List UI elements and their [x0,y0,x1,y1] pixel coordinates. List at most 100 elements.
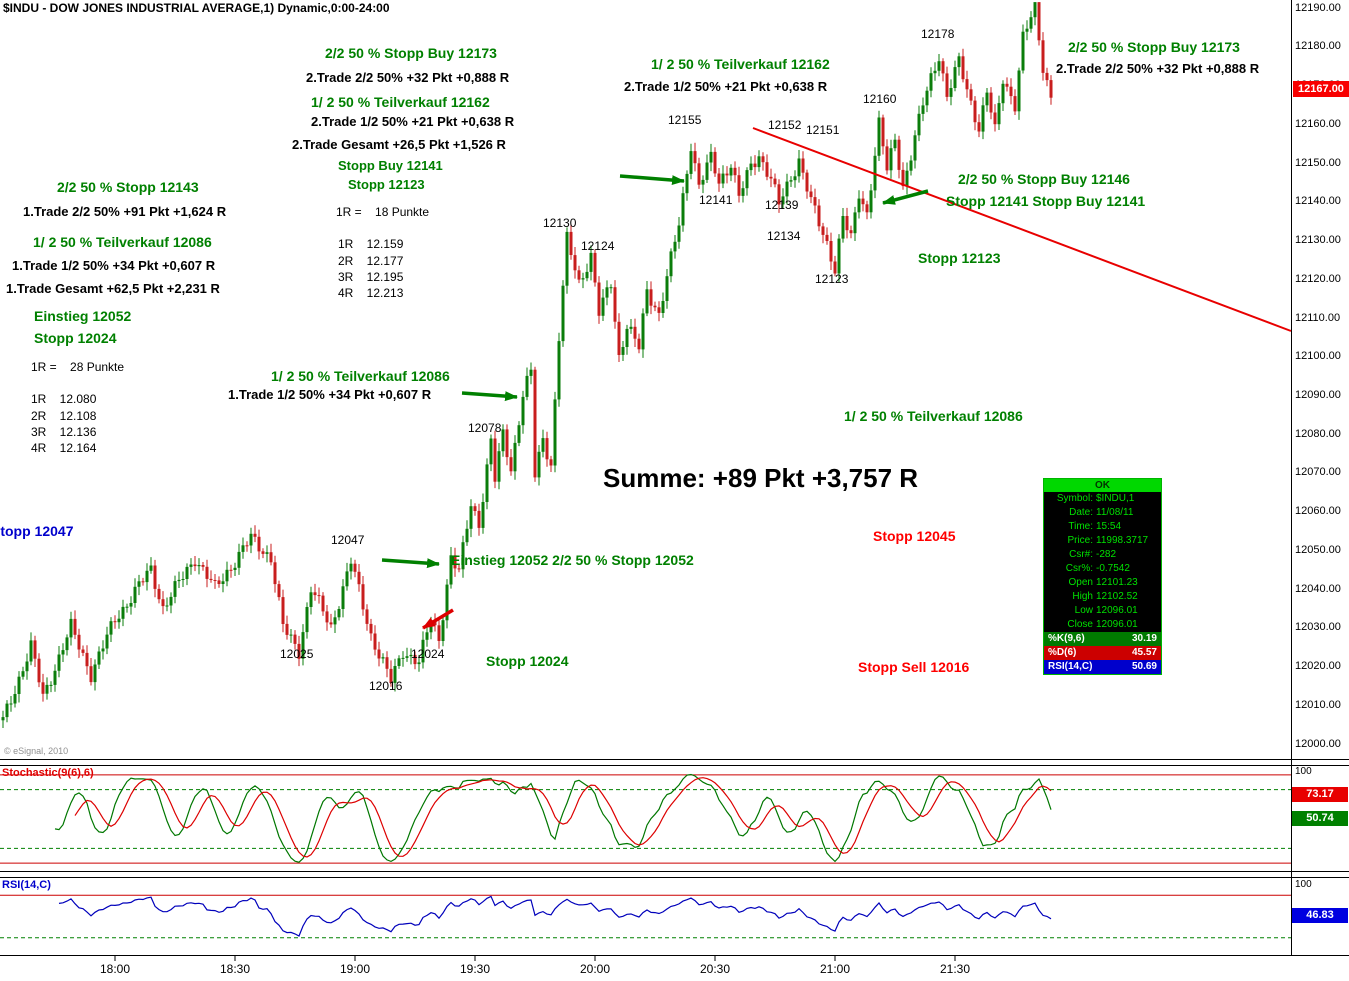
chart-annotation: 2.Trade 1/2 50% +21 Pkt +0,638 R [311,114,515,129]
chart-annotation: 1.Trade 2/2 50% +91 Pkt +1,624 R [23,204,227,219]
price-tick-label: 12030.00 [1295,621,1341,634]
chart-annotation: Stopp Sell 12016 [858,659,970,675]
chart-annotation: 2.Trade 1/2 50% +21 Pkt +0,638 R [624,79,828,94]
stochastic-scale-top: 100 [1295,766,1312,777]
chart-annotation: 1.Trade Gesamt +62,5 Pkt +2,231 R [6,281,220,296]
price-tick-label: 12010.00 [1295,698,1341,711]
chart-annotation: Stopp 12045 [873,528,956,544]
price-tick-label: 12150.00 [1295,156,1341,169]
chart-annotation: 1.Trade 1/2 50% +34 Pkt +0,607 R [228,387,432,402]
chart-annotation: 1/ 2 50 % Teilverkauf 12086 [33,234,212,250]
chart-annotation: 12141 [699,193,733,207]
time-tick-label: 18:30 [219,962,251,976]
rsi-scale-top: 100 [1295,879,1312,890]
chart-annotation: 12123 [815,272,849,286]
price-tick-label: 12050.00 [1295,543,1341,556]
rsi-value-badge: 46.83 [1292,908,1348,923]
data-window-row: Symbol: $INDU,1 [1056,493,1135,504]
price-tick-label: 12020.00 [1295,660,1341,673]
chart-annotation: 4R 12.164 [31,441,97,455]
data-window-indicator-row: RSI(14,C) 50.69 [1044,660,1161,674]
time-tick-label: 21:00 [819,962,851,976]
chart-annotation: 12178 [921,27,955,41]
chart-annotation: 12155 [668,113,702,127]
chart-annotation: 1.Trade 1/2 50% +34 Pkt +0,607 R [12,258,216,273]
chart-annotation: 2.Trade 2/2 50% +32 Pkt +0,888 R [1056,61,1260,76]
chart-annotation: 2/2 50 % Stopp Buy 12173 [1068,39,1240,55]
price-tick-label: 12140.00 [1295,195,1341,208]
price-tick-label: 12190.00 [1295,1,1341,14]
chart-annotation: Stopp 12141 Stopp Buy 12141 [946,193,1146,209]
price-tick-label: 12000.00 [1295,737,1341,750]
chart-annotation: 12016 [369,679,403,693]
chart-annotation: 2R 12.177 [338,254,404,268]
time-tick-label: 20:00 [579,962,611,976]
data-window-row: Price: 11998.3717 [1067,535,1149,546]
chart-annotation: 12139 [765,198,799,212]
chart-annotation: 12130 [543,216,577,230]
chart-annotation: 3R 12.195 [338,270,404,284]
data-window-row: Date: 11/08/11 [1069,507,1134,518]
chart-annotation: 2/2 50 % Stopp Buy 12146 [958,171,1130,187]
chart-annotation: 1/ 2 50 % Teilverkauf 12162 [311,94,490,110]
chart-annotation: 2R 12.108 [31,409,97,423]
data-window-row: Low 12096.01 [1074,605,1138,616]
stochastic-d-badge: 73.17 [1292,787,1348,802]
chart-annotation: Stopp 12024 [34,330,117,346]
chart-annotation: Stopp 12123 [348,177,425,192]
chart-annotation: 2.Trade Gesamt +26,5 Pkt +1,526 R [292,137,506,152]
time-tick-label: 20:30 [699,962,731,976]
chart-annotation: 1R 12.159 [338,237,404,251]
data-window-row: Time: 15:54 [1068,521,1122,532]
chart-annotation: 12047 [331,533,365,547]
chart-annotation: 1R 12.080 [31,392,97,406]
chart-title: $INDU - DOW JONES INDUSTRIAL AVERAGE,1) … [3,1,390,15]
chart-annotation: 12134 [767,229,801,243]
data-window-title[interactable]: OK [1044,479,1161,492]
chart-annotation: Summe: +89 Pkt +3,757 R [603,463,919,493]
chart-annotation: Einstieg 12052 2/2 50 % Stopp 12052 [451,552,694,568]
copyright-label: © eSignal, 2010 [4,746,69,756]
price-tick-label: 12120.00 [1295,272,1341,285]
time-tick-label: 19:00 [339,962,371,976]
chart-annotation: 12024 [411,647,445,661]
data-window-indicator-row: %D(6) 45.57 [1044,646,1161,660]
stochastic-label: Stochastic(9(6),6) [2,767,94,779]
time-tick-label: 19:30 [459,962,491,976]
chart-annotation: 12152 [768,118,802,132]
chart-annotation: 4R 12.213 [338,286,404,300]
last-price-badge: 12167.00 [1293,81,1349,97]
price-tick-label: 12080.00 [1295,427,1341,440]
stochastic-k-badge: 50.74 [1292,811,1348,826]
data-window-indicator-row: %K(9,6) 30.19 [1044,632,1161,646]
chart-annotation: Stopp Buy 12141 [338,158,443,173]
price-tick-label: 12160.00 [1295,117,1341,130]
data-window[interactable]: OK Symbol: $INDU,1 Date: 11/08/11 Time: 15:54… [1043,478,1162,675]
price-tick-label: 12110.00 [1295,311,1341,324]
data-window-row: Csr%: -0.7542 [1065,563,1130,574]
chart-annotation: 12078 [468,421,502,435]
chart-annotation: Stopp 12047 [0,523,74,539]
chart-annotation: Stopp 12123 [918,250,1001,266]
rsi-label: RSI(14,C) [2,879,51,891]
price-tick-label: 12180.00 [1295,40,1341,53]
chart-annotation: 1/ 2 50 % Teilverkauf 12086 [844,408,1023,424]
price-tick-label: 12130.00 [1295,234,1341,247]
chart-annotation: 12151 [806,123,840,137]
time-tick-label: 18:00 [99,962,131,976]
price-tick-label: 12070.00 [1295,466,1341,479]
chart-annotation: 1R = 28 Punkte [31,360,125,374]
chart-annotation: 2/2 50 % Stopp 12143 [57,179,199,195]
chart-annotation: 1R = 18 Punkte [336,205,430,219]
data-window-row: Close 12096.01 [1067,619,1138,630]
chart-annotation: 2/2 50 % Stopp Buy 12173 [325,45,497,61]
chart-annotation: 1/ 2 50 % Teilverkauf 12086 [271,368,450,384]
chart-annotation: 3R 12.136 [31,425,97,439]
chart-annotation: Stopp 12024 [486,653,569,669]
price-tick-label: 12090.00 [1295,388,1341,401]
data-window-row: Open 12101.23 [1068,577,1138,588]
price-tick-label: 12040.00 [1295,582,1341,595]
price-tick-label: 12100.00 [1295,350,1341,363]
